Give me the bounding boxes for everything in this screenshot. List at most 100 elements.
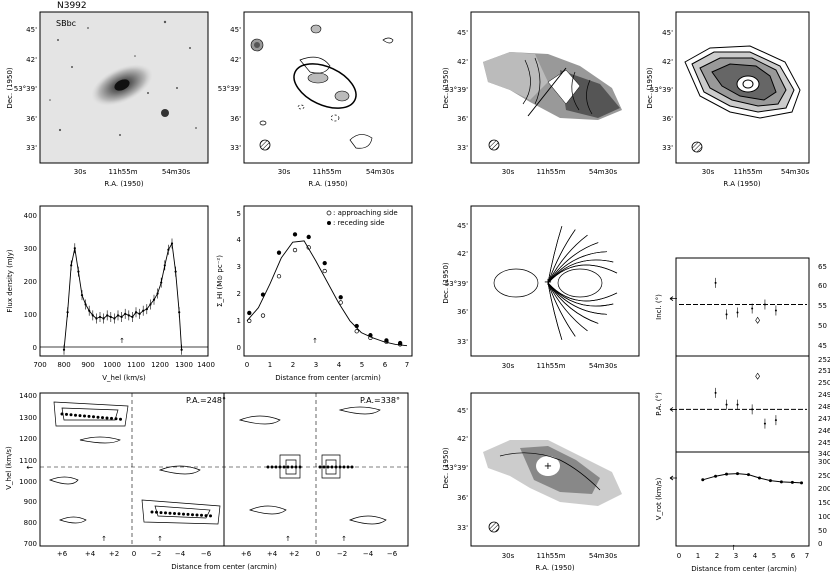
svg-text:200: 200 xyxy=(24,278,37,286)
svg-text:+4: +4 xyxy=(267,550,278,558)
svg-text:+6: +6 xyxy=(57,550,68,558)
systemic-velocity-marker: ↑ xyxy=(119,337,125,345)
pv-point xyxy=(298,465,302,469)
model-curve xyxy=(246,240,408,347)
svg-text:33': 33' xyxy=(457,144,468,152)
svg-text:150: 150 xyxy=(818,499,830,507)
profile-axis-labels: 700 800 900 1000 1100 1200 1300 1400 0 1… xyxy=(6,212,215,382)
svg-text:Distance from center (arcmin): Distance from center (arcmin) xyxy=(275,374,381,382)
svg-text:45': 45' xyxy=(457,29,468,37)
legend-approaching-marker xyxy=(326,210,332,216)
pv-point xyxy=(266,465,270,469)
svg-text:248: 248 xyxy=(818,403,830,411)
center-cross: + xyxy=(544,461,552,472)
pv-point xyxy=(159,511,163,515)
approaching-point xyxy=(338,300,343,305)
receding-point xyxy=(306,234,311,240)
incl-outlier xyxy=(755,316,760,324)
legend-approaching: : approaching side xyxy=(333,209,398,217)
svg-text:7: 7 xyxy=(405,361,409,369)
profile-point xyxy=(145,308,148,311)
profile-point xyxy=(98,315,102,319)
svg-text:54m30s: 54m30s xyxy=(589,362,618,370)
pa-point xyxy=(774,419,777,422)
pv-point xyxy=(326,465,330,469)
svg-text:54m30s: 54m30s xyxy=(366,168,395,176)
profile-point xyxy=(124,312,127,315)
pa-point xyxy=(751,408,754,411)
svg-text:Dec. (1950): Dec. (1950) xyxy=(442,262,450,304)
svg-text:300: 300 xyxy=(24,245,37,253)
profile-point xyxy=(174,270,177,273)
svg-text:V_hel (km/s): V_hel (km/s) xyxy=(102,374,146,382)
pv-point xyxy=(96,415,100,419)
incl-point xyxy=(736,311,739,314)
pv-right-contours xyxy=(238,406,387,525)
svg-text:4: 4 xyxy=(237,236,242,244)
pa-point xyxy=(736,403,739,406)
beam-icon xyxy=(259,139,271,151)
pv-point xyxy=(286,465,290,469)
model-velocity-panel: + xyxy=(470,205,640,357)
pv-point xyxy=(278,465,282,469)
svg-text:+2: +2 xyxy=(289,550,299,558)
svg-text:53°39': 53°39' xyxy=(445,86,468,94)
pa-left-label: P.A.=248° xyxy=(186,396,226,405)
svg-text:50: 50 xyxy=(818,527,827,535)
svg-text:55: 55 xyxy=(818,302,827,310)
pv-point xyxy=(294,465,298,469)
pv-point xyxy=(119,417,122,421)
svg-text:54m30s: 54m30s xyxy=(589,552,618,560)
svg-text:11h55m: 11h55m xyxy=(733,168,762,176)
svg-text:1: 1 xyxy=(268,361,272,369)
profile-point xyxy=(178,311,181,314)
svg-text:42': 42' xyxy=(457,435,468,443)
profile-point xyxy=(149,303,152,306)
svg-text:R.A (1950): R.A (1950) xyxy=(723,180,760,188)
beam-icon xyxy=(488,521,500,533)
morph-type: SBbc xyxy=(56,19,76,28)
pa-point xyxy=(725,403,728,406)
svg-text:1000: 1000 xyxy=(103,361,121,369)
svg-text:42': 42' xyxy=(457,250,468,258)
pv-point xyxy=(338,465,342,469)
pv-marker-right-1: ↑ xyxy=(285,535,291,543)
svg-text:11h55m: 11h55m xyxy=(536,168,565,176)
pv-marker-left-1: ↑ xyxy=(101,535,107,543)
svg-text:245: 245 xyxy=(818,439,830,447)
radial-axis-labels: 0 1 2 3 4 5 6 7 0 1 2 3 4 5 Distance fro… xyxy=(216,210,409,382)
svg-text:30s: 30s xyxy=(702,168,715,176)
pv-point xyxy=(182,512,185,516)
vrot-point xyxy=(790,480,794,484)
pv-point xyxy=(209,514,212,518)
svg-text:250: 250 xyxy=(818,379,830,387)
svg-text:100: 100 xyxy=(818,513,830,521)
svg-text:53°39': 53°39' xyxy=(650,86,673,94)
isovelocity-line xyxy=(547,282,618,302)
pv-point xyxy=(110,416,113,420)
svg-text:Dec. (1950): Dec. (1950) xyxy=(442,67,450,109)
svg-text:2: 2 xyxy=(237,290,241,298)
pv-point xyxy=(270,465,274,469)
svg-text:3: 3 xyxy=(734,552,738,560)
svg-text:30s: 30s xyxy=(502,168,515,176)
profile-point xyxy=(88,309,91,312)
svg-text:100: 100 xyxy=(24,311,37,319)
profile-point xyxy=(134,311,138,314)
svg-text:−4: −4 xyxy=(175,550,186,558)
svg-text:4: 4 xyxy=(337,361,342,369)
svg-text:7: 7 xyxy=(805,552,809,560)
fit-axis-labels: 0 1 2 3 4 5 6 7 Distance from center (ar… xyxy=(655,263,830,573)
legend-receding: : receding side xyxy=(333,219,385,227)
vrot-point xyxy=(768,479,772,483)
svg-text:33': 33' xyxy=(662,144,673,152)
approaching-point xyxy=(260,313,266,318)
svg-text:36': 36' xyxy=(26,115,37,123)
svg-text:42': 42' xyxy=(457,58,468,66)
pv-marker-left-2: ↑ xyxy=(157,535,163,543)
residual-map-panel: + xyxy=(470,392,640,547)
profile-point xyxy=(77,270,80,273)
svg-text:−6: −6 xyxy=(387,550,398,558)
incl-point xyxy=(774,309,777,312)
